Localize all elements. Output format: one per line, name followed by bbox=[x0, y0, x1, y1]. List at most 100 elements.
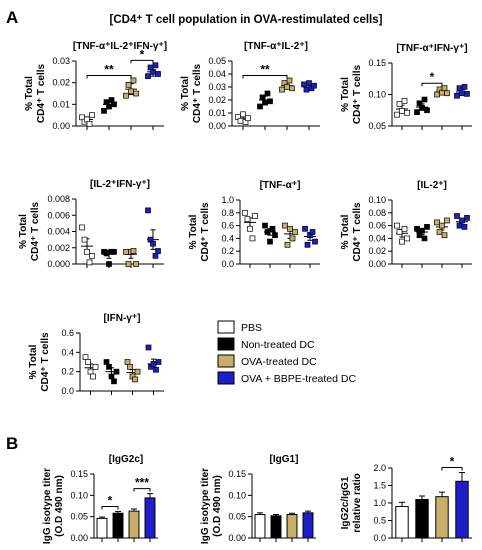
data-point bbox=[152, 62, 159, 69]
y-tick-label: 0.00 bbox=[208, 121, 226, 131]
data-point bbox=[396, 229, 403, 235]
chart-panel-0: 0.00 0.01 0.02 0.03[TNF-α⁺IL-2⁺IFN-γ⁺] % Tot… bbox=[24, 41, 167, 131]
significance-bracket bbox=[133, 488, 151, 492]
chart-panel-6: 0.0 0.2 0.4 0.6 [IFN-γ⁺] % Total CD4⁺ T cells bbox=[28, 313, 164, 396]
data-point bbox=[444, 217, 450, 224]
data-point bbox=[312, 238, 318, 245]
significance-label: *** bbox=[135, 476, 149, 490]
data-point bbox=[111, 248, 117, 255]
data-point bbox=[111, 378, 117, 385]
data-point bbox=[414, 109, 420, 115]
data-point bbox=[124, 359, 131, 365]
y-tick-label: 2.0 bbox=[373, 463, 386, 473]
y-tick-label: 0.008 bbox=[47, 194, 70, 204]
data-point bbox=[237, 117, 244, 124]
y-tick-label: 0.10 bbox=[368, 195, 386, 205]
y-axis-label: % Total bbox=[188, 214, 199, 249]
y-axis-label: (O.D 490 nm) bbox=[54, 475, 65, 537]
significance-bracket bbox=[421, 82, 443, 87]
data-point bbox=[302, 225, 308, 232]
data-point bbox=[306, 80, 312, 86]
y-tick-label: 0.05 bbox=[368, 121, 386, 131]
y-axis-label: relative ratio bbox=[352, 473, 363, 532]
y-tick-label: 0.05 bbox=[228, 512, 246, 522]
data-point bbox=[289, 235, 296, 242]
y-tick-label: 0.004 bbox=[47, 227, 70, 237]
significance-label: * bbox=[108, 494, 113, 508]
y-axis-label: % Total bbox=[24, 76, 35, 111]
y-tick-label: 0.2 bbox=[61, 367, 74, 377]
legend: PBS Non-treated DC OVA-treated DC OVA + … bbox=[217, 320, 356, 385]
data-point bbox=[145, 207, 151, 214]
data-point bbox=[394, 111, 400, 118]
legend-swatch-non-treated bbox=[217, 337, 235, 351]
data-point bbox=[461, 84, 468, 90]
data-point bbox=[79, 224, 85, 231]
bar bbox=[254, 514, 266, 539]
y-tick-label: 0.05 bbox=[70, 512, 88, 522]
data-point bbox=[150, 240, 156, 247]
y-tick-label: 0.02 bbox=[208, 95, 226, 105]
data-point bbox=[85, 359, 91, 365]
significance-label: * bbox=[140, 47, 145, 61]
data-point bbox=[89, 112, 95, 119]
bar bbox=[455, 480, 469, 539]
data-point bbox=[424, 224, 430, 230]
y-tick-label: 0.10 bbox=[70, 490, 88, 500]
data-point bbox=[145, 344, 152, 351]
chart-title: [TNF-α⁺IFN-γ⁺] bbox=[396, 43, 467, 54]
bar bbox=[435, 496, 449, 539]
y-axis-label: % Total bbox=[340, 77, 351, 112]
y-tick-label: 0.10 bbox=[368, 90, 386, 100]
y-axis-label: (O.D 490 nm) bbox=[212, 475, 223, 537]
chart-title: [TNF-α⁺IL-2⁺] bbox=[244, 41, 308, 52]
data-point bbox=[401, 97, 408, 104]
chart-panel-3: 0.000 0.002 0.004 0.006 0.008 [IL-2⁺IFN-γ⁺] % … bbox=[18, 179, 164, 269]
data-point bbox=[454, 92, 460, 99]
y-tick-label: 0.01 bbox=[208, 108, 226, 118]
data-point bbox=[272, 232, 278, 239]
data-point bbox=[421, 96, 428, 103]
chart-title: [IFN-γ⁺] bbox=[104, 313, 141, 324]
bar bbox=[415, 499, 429, 539]
data-point bbox=[286, 77, 293, 84]
y-tick-label: 0.8 bbox=[221, 208, 234, 218]
legend-label-non-treated: Non-treated DC bbox=[241, 339, 315, 351]
data-point bbox=[434, 91, 440, 98]
y-tick-label: 1.5 bbox=[373, 481, 386, 491]
y-tick-label: 0.6 bbox=[61, 328, 74, 338]
data-point bbox=[89, 253, 95, 259]
data-point bbox=[130, 248, 137, 254]
data-point bbox=[252, 213, 258, 219]
data-point bbox=[421, 235, 428, 242]
significance-bracket bbox=[130, 59, 154, 64]
y-tick-label: 0.02 bbox=[368, 246, 386, 256]
y-axis-label: CD4⁺ T cells bbox=[192, 63, 203, 123]
data-point bbox=[436, 229, 443, 235]
data-point bbox=[264, 229, 271, 235]
y-tick-label: 0.15 bbox=[228, 469, 246, 479]
data-point bbox=[401, 225, 408, 232]
data-point bbox=[257, 103, 263, 110]
y-tick-label: 0.4 bbox=[61, 347, 74, 357]
data-point bbox=[292, 229, 298, 235]
y-tick-label: 0.15 bbox=[368, 58, 386, 68]
data-point bbox=[86, 259, 93, 266]
bar bbox=[144, 497, 156, 539]
data-point bbox=[155, 71, 161, 77]
data-point bbox=[454, 213, 460, 219]
data-point bbox=[264, 90, 271, 97]
data-point bbox=[152, 253, 159, 259]
data-point bbox=[106, 261, 112, 267]
data-point bbox=[123, 248, 129, 255]
chart-panel-5: 0.00 0.02 0.04 0.06 0.08 0.10 [IL-2⁺] % Total CD… bbox=[340, 180, 472, 269]
y-axis-label: CD4⁺ T cells bbox=[36, 63, 47, 123]
y-axis-label: CD4⁺ T cells bbox=[352, 64, 363, 124]
y-tick-label: 0.4 bbox=[221, 233, 234, 243]
data-point bbox=[111, 101, 117, 108]
data-point bbox=[244, 216, 251, 223]
data-point bbox=[249, 235, 256, 242]
data-point bbox=[262, 99, 268, 106]
data-point bbox=[150, 68, 156, 75]
data-point bbox=[301, 81, 307, 88]
